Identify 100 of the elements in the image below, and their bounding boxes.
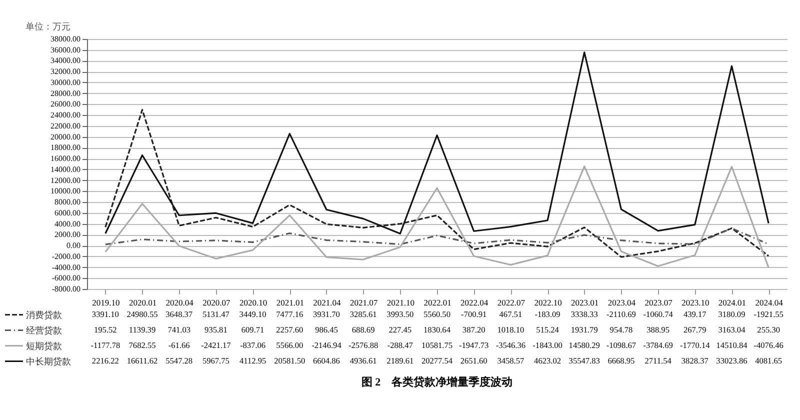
- y-tick-label: 38000.00: [50, 34, 80, 44]
- data-label: 4112.95: [239, 356, 266, 366]
- legend-label: 短期贷款: [26, 340, 62, 351]
- data-label: -1060.74: [643, 310, 674, 319]
- data-label: -3546.36: [496, 340, 526, 350]
- data-label: -2110.69: [606, 310, 636, 319]
- y-axis-title: 单位：万元: [26, 22, 70, 32]
- y-tick-label: 22000.00: [50, 121, 80, 130]
- x-tick-label: 2020.04: [166, 298, 194, 308]
- x-tick-label: 2022.04: [460, 298, 489, 308]
- data-label: -1843.00: [532, 340, 562, 350]
- data-label: 2651.60: [460, 356, 488, 366]
- data-label: 986.45: [315, 325, 338, 334]
- y-tick-label: 26000.00: [50, 100, 80, 109]
- x-tick-label: 2020.07: [202, 298, 230, 308]
- data-label: 7682.55: [128, 340, 156, 350]
- data-label: 4936.61: [350, 356, 377, 366]
- data-label: 6668.95: [608, 356, 635, 366]
- data-label: 267.79: [683, 325, 706, 334]
- data-label: -700.91: [461, 310, 487, 319]
- data-label: -1921.55: [754, 310, 784, 319]
- y-tick-label: 2000.00: [54, 230, 80, 240]
- y-tick-label: 30000.00: [50, 78, 80, 87]
- line-series: [104, 108, 770, 258]
- data-label: 2189.61: [386, 356, 414, 366]
- data-label: -2146.94: [312, 340, 342, 350]
- data-label: 935.81: [204, 325, 228, 334]
- x-tick-label: 2022.10: [534, 298, 562, 308]
- data-label: 2216.22: [92, 356, 119, 366]
- data-label: 2257.60: [276, 325, 304, 334]
- x-tick-label: 2024.01: [718, 298, 746, 308]
- data-label: -61.66: [168, 340, 190, 350]
- data-label: 24980.55: [126, 310, 158, 319]
- data-label: 467.51: [499, 310, 522, 319]
- data-label: 227.45: [388, 325, 412, 334]
- data-label: 3180.09: [718, 310, 746, 319]
- data-label: 1139.39: [128, 325, 156, 334]
- data-label: 439.17: [683, 310, 706, 319]
- data-label: 5967.75: [202, 356, 230, 366]
- data-label: 16611.62: [126, 356, 158, 366]
- data-label: 3391.10: [92, 310, 119, 319]
- data-label: 4623.02: [534, 356, 562, 366]
- data-label: -2576.88: [348, 340, 378, 350]
- y-tick-label: -4000.00: [52, 262, 80, 272]
- data-label: -183.09: [534, 310, 560, 319]
- x-tick-label: 2021.10: [386, 298, 414, 308]
- data-label: 3338.33: [570, 310, 598, 319]
- data-label: -1947.73: [458, 340, 489, 350]
- x-tick-label: 2020.01: [128, 298, 157, 308]
- line-series: [104, 165, 770, 268]
- text: 图 2 各类贷款净增量季度波动: [361, 375, 513, 388]
- data-label: 3648.37: [166, 310, 193, 319]
- y-tick-label: 24000.00: [50, 110, 80, 120]
- x-tick-label: 2021.07: [350, 298, 378, 308]
- data-label: -2421.17: [201, 340, 231, 350]
- y-tick-label: 34000.00: [50, 56, 80, 66]
- data-label: 5547.28: [166, 356, 193, 366]
- data-label: 255.30: [757, 325, 780, 334]
- y-tick-label: 8000.00: [54, 198, 80, 207]
- x-tick-label: 2019.10: [92, 298, 120, 308]
- data-label: 14580.29: [568, 340, 600, 350]
- y-tick-label: 28000.00: [50, 88, 80, 98]
- data-label: 388.95: [646, 325, 670, 334]
- data-label: -288.47: [387, 340, 413, 350]
- x-tick-label: 2020.10: [239, 298, 268, 308]
- data-label: 5131.47: [202, 310, 230, 319]
- data-label: 3458.57: [497, 356, 524, 366]
- x-tick-label: 2023.01: [571, 298, 599, 308]
- data-label: -3784.69: [643, 340, 673, 350]
- y-tick-label: 6000.00: [54, 208, 80, 218]
- x-tick-label: 2024.04: [755, 298, 784, 308]
- data-label: 3828.37: [681, 356, 708, 366]
- data-label: 954.78: [610, 325, 633, 334]
- data-label: 195.52: [94, 325, 117, 334]
- data-label: 14510.84: [716, 340, 748, 350]
- data-label: -1098.67: [606, 340, 636, 350]
- x-tick-label: 2022.01: [424, 298, 452, 308]
- data-label: 7477.16: [276, 310, 304, 319]
- y-tick-label: 20000.00: [50, 132, 80, 142]
- data-label: 1931.79: [570, 325, 598, 334]
- data-label: 10581.75: [421, 340, 453, 350]
- x-tick-label: 2021.04: [313, 298, 342, 308]
- data-label: 20581.50: [274, 356, 306, 366]
- y-tick-label: 18000.00: [50, 143, 80, 152]
- data-label: -1770.14: [680, 340, 711, 350]
- line-series: [104, 52, 770, 234]
- data-label: 387.20: [462, 325, 486, 334]
- data-label: 6604.86: [312, 356, 340, 366]
- legend-label: 消费贷款: [26, 310, 62, 320]
- data-label: 3449.10: [239, 310, 266, 319]
- data-label: 688.69: [352, 325, 375, 334]
- x-tick-label: 2021.01: [276, 298, 304, 308]
- y-tick-label: 36000.00: [50, 45, 80, 54]
- data-label: 609.71: [241, 325, 264, 334]
- data-label: 20277.54: [421, 356, 454, 366]
- y-tick-label: -2000.00: [52, 252, 80, 261]
- y-tick-label: 32000.00: [50, 67, 80, 76]
- data-label: 3993.50: [386, 310, 414, 319]
- data-label: 3285.61: [350, 310, 377, 319]
- x-tick-label: 2023.04: [608, 298, 636, 308]
